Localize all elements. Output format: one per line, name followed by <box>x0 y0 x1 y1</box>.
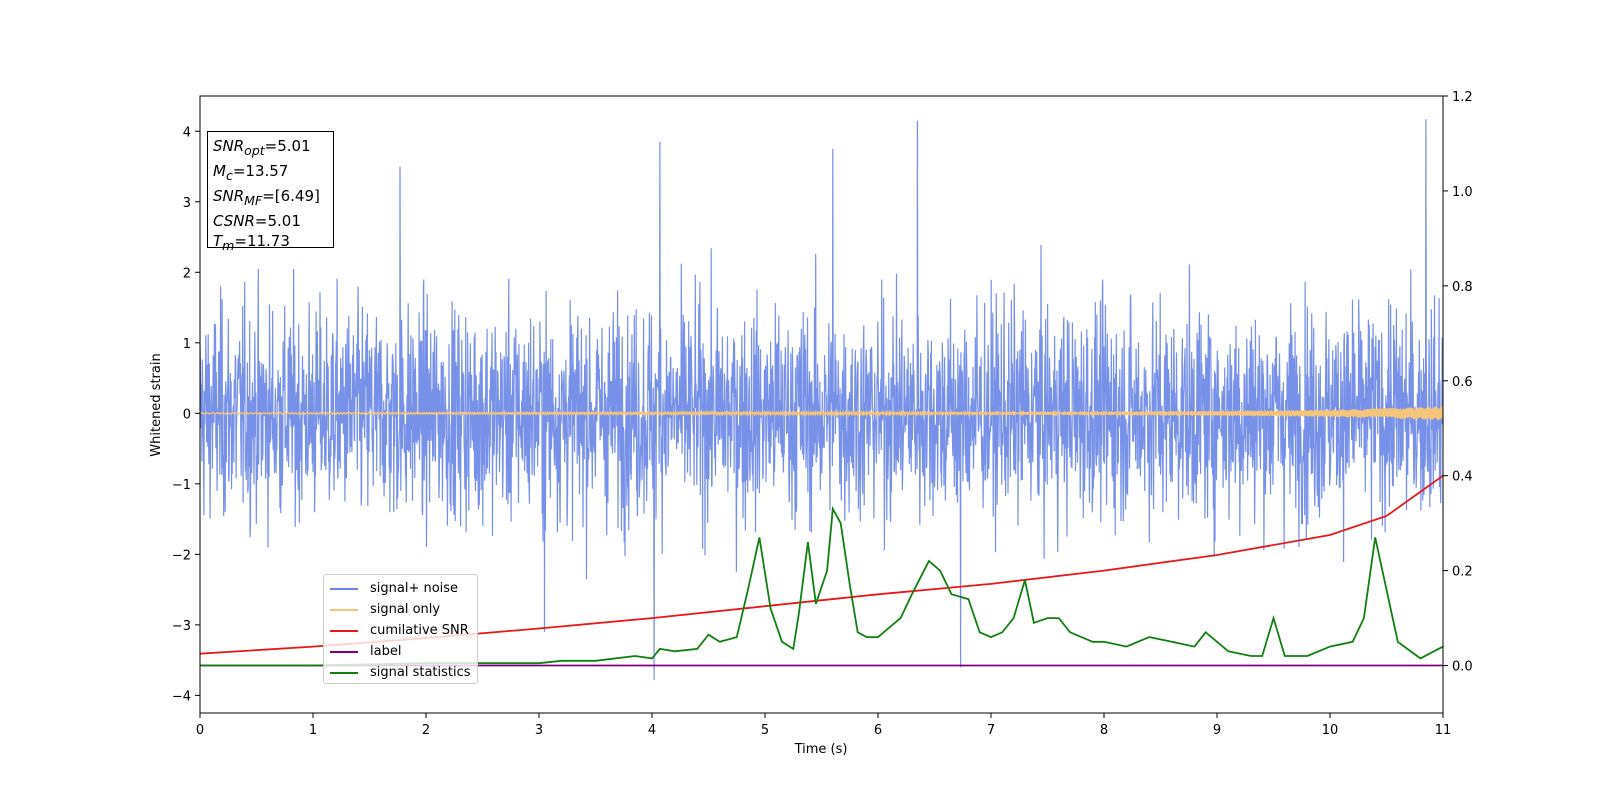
legend-swatch <box>330 671 358 674</box>
snr-opt-value: 5.01 <box>277 137 311 155</box>
x-tick-label: 7 <box>987 723 995 738</box>
x-tick-label: 0 <box>196 723 204 738</box>
y2-tick-label: 0.2 <box>1452 565 1473 580</box>
series-signal-only <box>200 406 1443 421</box>
x-tick-label: 11 <box>1435 723 1452 738</box>
snr-opt-line: SNRopt=5.01 <box>213 137 311 158</box>
legend-item-cumulative-snr: cumilative SNR <box>330 620 471 641</box>
y2-tick-label: 0.0 <box>1452 660 1473 675</box>
csnr-line: CSNR=5.01 <box>213 212 301 230</box>
legend-swatch <box>330 629 358 632</box>
y-tick-label: 0 <box>183 407 191 422</box>
x-tick-label: 2 <box>422 723 430 738</box>
x-axis-label: Time (s) <box>794 742 848 757</box>
mc-value: 13.57 <box>245 162 289 180</box>
plot-frame <box>199 95 1444 714</box>
annotation-box: SNRopt=5.01 Mc=13.57 SNRMF=[6.49] CSNR=5… <box>207 131 334 253</box>
y2-tick-label: 0.8 <box>1452 280 1473 295</box>
x-tick-label: 10 <box>1322 723 1339 738</box>
x-axis: 0 1 2 3 4 5 6 7 8 9 10 11 <box>196 713 1451 738</box>
snr-mf-value: [6.49] <box>274 187 320 205</box>
x-tick-label: 5 <box>761 723 769 738</box>
y-tick-label: 1 <box>183 337 191 352</box>
x-tick-label: 1 <box>309 723 317 738</box>
legend-swatch <box>330 650 358 653</box>
legend-label: cumilative SNR <box>370 623 469 638</box>
y-tick-label: −1 <box>172 478 191 493</box>
legend-label: signal only <box>370 602 441 617</box>
y2-tick-label: 0.6 <box>1452 375 1473 390</box>
y-tick-label: −4 <box>172 689 191 704</box>
x-tick-label: 4 <box>648 723 656 738</box>
y-tick-label: 3 <box>183 196 191 211</box>
legend-swatch <box>330 608 358 611</box>
y-tick-label: 4 <box>183 125 191 140</box>
csnr-value: 5.01 <box>267 212 301 230</box>
x-tick-label: 8 <box>1100 723 1108 738</box>
y2-tick-label: 0.4 <box>1452 470 1473 485</box>
series-signal-statistics <box>200 505 1443 667</box>
snr-mf-line: SNRMF=[6.49] <box>213 187 320 208</box>
legend-swatch <box>330 587 358 590</box>
legend: signal+ noise signal only cumilative SNR… <box>323 574 478 684</box>
y2-tick-label: 1.0 <box>1452 185 1473 200</box>
legend-item-signal-noise: signal+ noise <box>330 578 471 599</box>
y-tick-label: −2 <box>172 548 191 563</box>
legend-item-signal-statistics: signal statistics <box>330 662 471 683</box>
x-tick-label: 9 <box>1213 723 1221 738</box>
legend-item-signal-only: signal only <box>330 599 471 620</box>
y-tick-label: 2 <box>183 266 191 281</box>
y-axis-label: Whitened strain <box>149 353 164 456</box>
tm-value: 11.73 <box>246 232 290 250</box>
legend-item-label: label <box>330 641 471 662</box>
y-axis-left: −4 −3 −2 −1 0 1 2 3 4 <box>172 125 200 704</box>
legend-label: signal statistics <box>370 665 471 680</box>
tm-line: Tm=11.73 <box>213 232 290 253</box>
y-tick-label: −3 <box>172 619 191 634</box>
x-tick-label: 6 <box>874 723 882 738</box>
y-axis-right: 0.0 0.2 0.4 0.6 0.8 1.0 1.2 <box>1443 90 1473 675</box>
legend-label: label <box>370 644 402 659</box>
mc-line: Mc=13.57 <box>213 162 289 183</box>
legend-label: signal+ noise <box>370 581 459 596</box>
x-tick-label: 3 <box>535 723 543 738</box>
y2-tick-label: 1.2 <box>1452 90 1473 105</box>
